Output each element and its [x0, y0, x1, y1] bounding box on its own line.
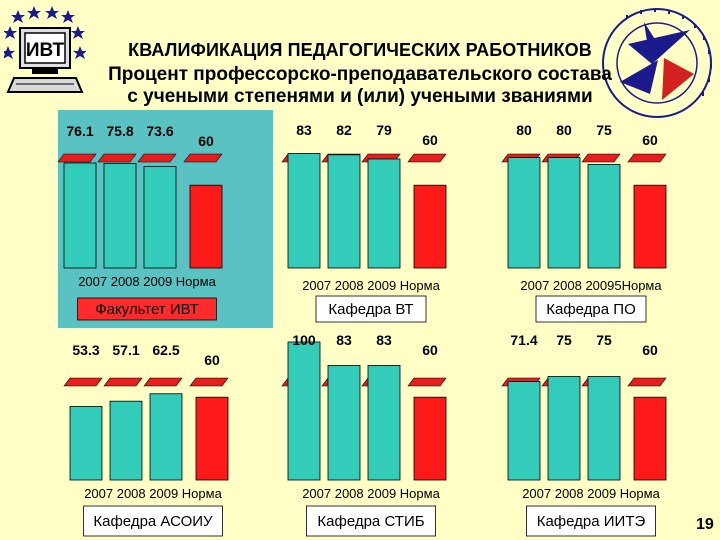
- category-labels: 2007 2008 2009 Норма: [84, 486, 222, 501]
- bar-норма: [413, 184, 447, 269]
- bar-норма: [413, 396, 447, 481]
- bar-cap: [627, 153, 667, 163]
- bar-value-label: 75: [556, 332, 572, 348]
- bar-cap: [143, 377, 183, 387]
- chart-факультет-ивт: 76.1 75.8 73.6 60 2007 2008 2009 Норма Факуль…: [57, 110, 273, 328]
- bar-value-label: 80: [516, 122, 532, 138]
- bar-2007: [507, 381, 541, 481]
- bar-value-label: 83: [336, 332, 352, 348]
- bar-cap: [63, 377, 103, 387]
- bar-cap: [97, 153, 137, 163]
- bar-value-label: 100: [292, 332, 316, 348]
- bar-2007: [287, 341, 321, 481]
- chart-кафедра-вт: 83 82 79 60 2007 2008 2009 Норма Кафедра ВТ: [281, 122, 447, 323]
- bar-норма: [633, 184, 667, 269]
- bar-value-label: 73.6: [146, 123, 173, 139]
- bar-cap: [189, 377, 229, 387]
- chart-title: Кафедра СТИБ: [317, 513, 424, 530]
- chart-кафедра-стиб: 100 83 83 60 2007 2008 2009 Норма Кафедра СТИ…: [281, 332, 447, 537]
- bar-value-label: 60: [422, 342, 438, 358]
- bar-норма: [189, 184, 223, 269]
- chart-title-box: [315, 295, 427, 323]
- bar-2009: [367, 365, 401, 481]
- bar-2009: [587, 164, 621, 269]
- bar-cap: [581, 153, 621, 163]
- ivt-logo: ИВТ: [1, 4, 87, 100]
- chart-кафедра-иитэ: 71.4 75 75 60 2007 2008 2009 Норма Кафедра ИИ…: [501, 332, 667, 537]
- chart-title: Кафедра ПО: [546, 301, 636, 318]
- bar-2008: [109, 400, 143, 481]
- bar-cap: [183, 153, 223, 163]
- bar-2008: [547, 157, 581, 269]
- chart-title: Факультет ИВТ: [95, 301, 199, 318]
- bar-value-label: 57.1: [112, 342, 139, 358]
- category-labels: 2007 2008 2009 Норма: [302, 278, 440, 293]
- chart-title: Кафедра ИИТЭ: [537, 513, 646, 530]
- bar-2007: [63, 162, 97, 269]
- computer-icon: ИВТ: [1, 6, 87, 93]
- bar-2008: [327, 154, 361, 269]
- bar-2009: [587, 376, 621, 481]
- bar-cap: [627, 377, 667, 387]
- bar-value-label: 71.4: [510, 332, 537, 348]
- bar-value-label: 83: [376, 332, 392, 348]
- page-title: КВАЛИФИКАЦИЯ ПЕДАГОГИЧЕСКИХ РАБОТНИКОВ: [128, 40, 592, 60]
- chart-title-box: [526, 505, 657, 537]
- emblem-icon: [602, 8, 712, 118]
- bar-value-label: 83: [296, 122, 312, 138]
- chart-кафедра-по: 80 80 75 60 2007 2008 20095Норма Кафедра ПО: [501, 122, 667, 323]
- bar-value-label: 79: [376, 122, 392, 138]
- bar-норма: [633, 396, 667, 481]
- university-emblem: [598, 4, 716, 122]
- bar-2008: [547, 376, 581, 481]
- chart-title-box: [83, 505, 223, 537]
- bar-value-label: 75: [596, 122, 612, 138]
- bar-cap: [407, 377, 447, 387]
- bar-value-label: 60: [642, 132, 658, 148]
- bar-2007: [287, 153, 321, 269]
- bar-2007: [507, 157, 541, 269]
- bar-value-label: 62.5: [152, 342, 179, 358]
- page-number: 19: [696, 516, 714, 533]
- bar-cap: [103, 377, 143, 387]
- category-labels: 2007 2008 20095Норма: [520, 278, 662, 293]
- bar-value-label: 75: [596, 332, 612, 348]
- page-subtitle-line2: с учеными степенями и (или) учеными зван…: [127, 86, 593, 107]
- bar-value-label: 76.1: [66, 123, 93, 139]
- bar-cap: [57, 153, 97, 163]
- bar-value-label: 60: [422, 132, 438, 148]
- chart-title-box: [305, 505, 436, 537]
- bar-2008: [327, 365, 361, 481]
- bar-value-label: 60: [204, 352, 220, 368]
- category-labels: 2007 2008 2009 Норма: [302, 486, 440, 501]
- bar-норма: [195, 396, 229, 481]
- bar-2009: [367, 158, 401, 269]
- bar-value-label: 75.8: [106, 123, 133, 139]
- chart-title: Кафедра ВТ: [328, 301, 413, 318]
- page-subtitle-line1: Процент профессорско-преподавательского …: [108, 64, 612, 85]
- category-labels: 2007 2008 2009 Норма: [78, 274, 216, 289]
- category-labels: 2007 2008 2009 Норма: [522, 486, 660, 501]
- bar-value-label: 60: [642, 342, 658, 358]
- bar-cap: [137, 153, 177, 163]
- bar-value-label: 82: [336, 122, 352, 138]
- bar-value-label: 80: [556, 122, 572, 138]
- bar-2007: [69, 406, 103, 481]
- bar-2009: [149, 393, 183, 481]
- chart-title-box: [535, 295, 647, 323]
- bar-value-label: 53.3: [72, 342, 99, 358]
- chart-title-box: [77, 297, 217, 321]
- logo-text: ИВТ: [26, 40, 65, 61]
- chart-title: Кафедра АСОИУ: [93, 513, 213, 530]
- bar-2009: [143, 166, 177, 269]
- bar-cap: [407, 153, 447, 163]
- bar-2008: [103, 162, 137, 269]
- chart-кафедра-асоиу: 53.3 57.1 62.5 60 2007 2008 2009 Норма Кафедр…: [63, 342, 229, 537]
- bar-value-label: 60: [198, 133, 214, 149]
